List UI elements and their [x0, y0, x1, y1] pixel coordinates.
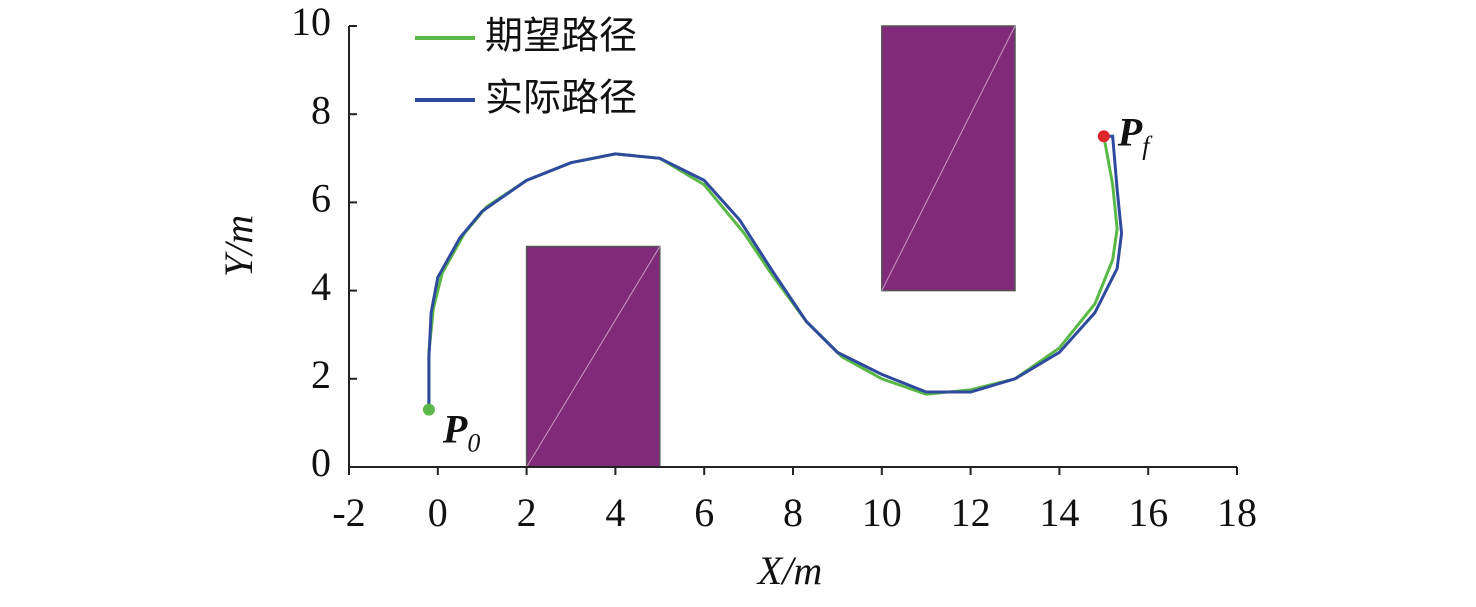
endpoint-label: P0	[442, 407, 480, 458]
x-tick-label: 12	[951, 490, 991, 535]
endpoint-subscript: 0	[467, 429, 480, 458]
x-tick-label: 18	[1217, 490, 1257, 535]
x-axis-label: X/m	[756, 548, 822, 593]
y-tick-label: 2	[311, 352, 331, 397]
y-tick-label: 4	[311, 264, 331, 309]
legend-label: 实际路径	[485, 76, 637, 120]
x-tick-label: 14	[1039, 490, 1079, 535]
x-tick-label: 2	[517, 490, 537, 535]
x-tick-label: 6	[694, 490, 714, 535]
path-line	[427, 134, 1124, 410]
x-tick-label: 16	[1128, 490, 1168, 535]
obstacle-diagonal	[526, 246, 661, 468]
obstacle-diagonal	[881, 25, 1016, 291]
endpoint	[422, 403, 435, 416]
x-tick-label: -2	[332, 490, 365, 535]
x-tick-label: 8	[783, 490, 803, 535]
y-axis-label: Y/m	[216, 215, 261, 277]
endpoint-subscript: f	[1142, 131, 1153, 160]
y-tick-label: 6	[311, 176, 331, 221]
endpoint	[1097, 130, 1110, 143]
x-tick-label: 4	[605, 490, 625, 535]
y-tick-label: 10	[291, 0, 331, 44]
legend-label: 期望路径	[485, 14, 637, 58]
endpoint-letter: P	[1117, 109, 1143, 154]
x-tick-label: 0	[428, 490, 448, 535]
endpoint-label: Pf	[1117, 109, 1153, 160]
y-tick-label: 0	[311, 440, 331, 485]
x-tick-label: 10	[862, 490, 902, 535]
endpoint-letter: P	[442, 407, 468, 452]
y-tick-label: 8	[311, 87, 331, 132]
